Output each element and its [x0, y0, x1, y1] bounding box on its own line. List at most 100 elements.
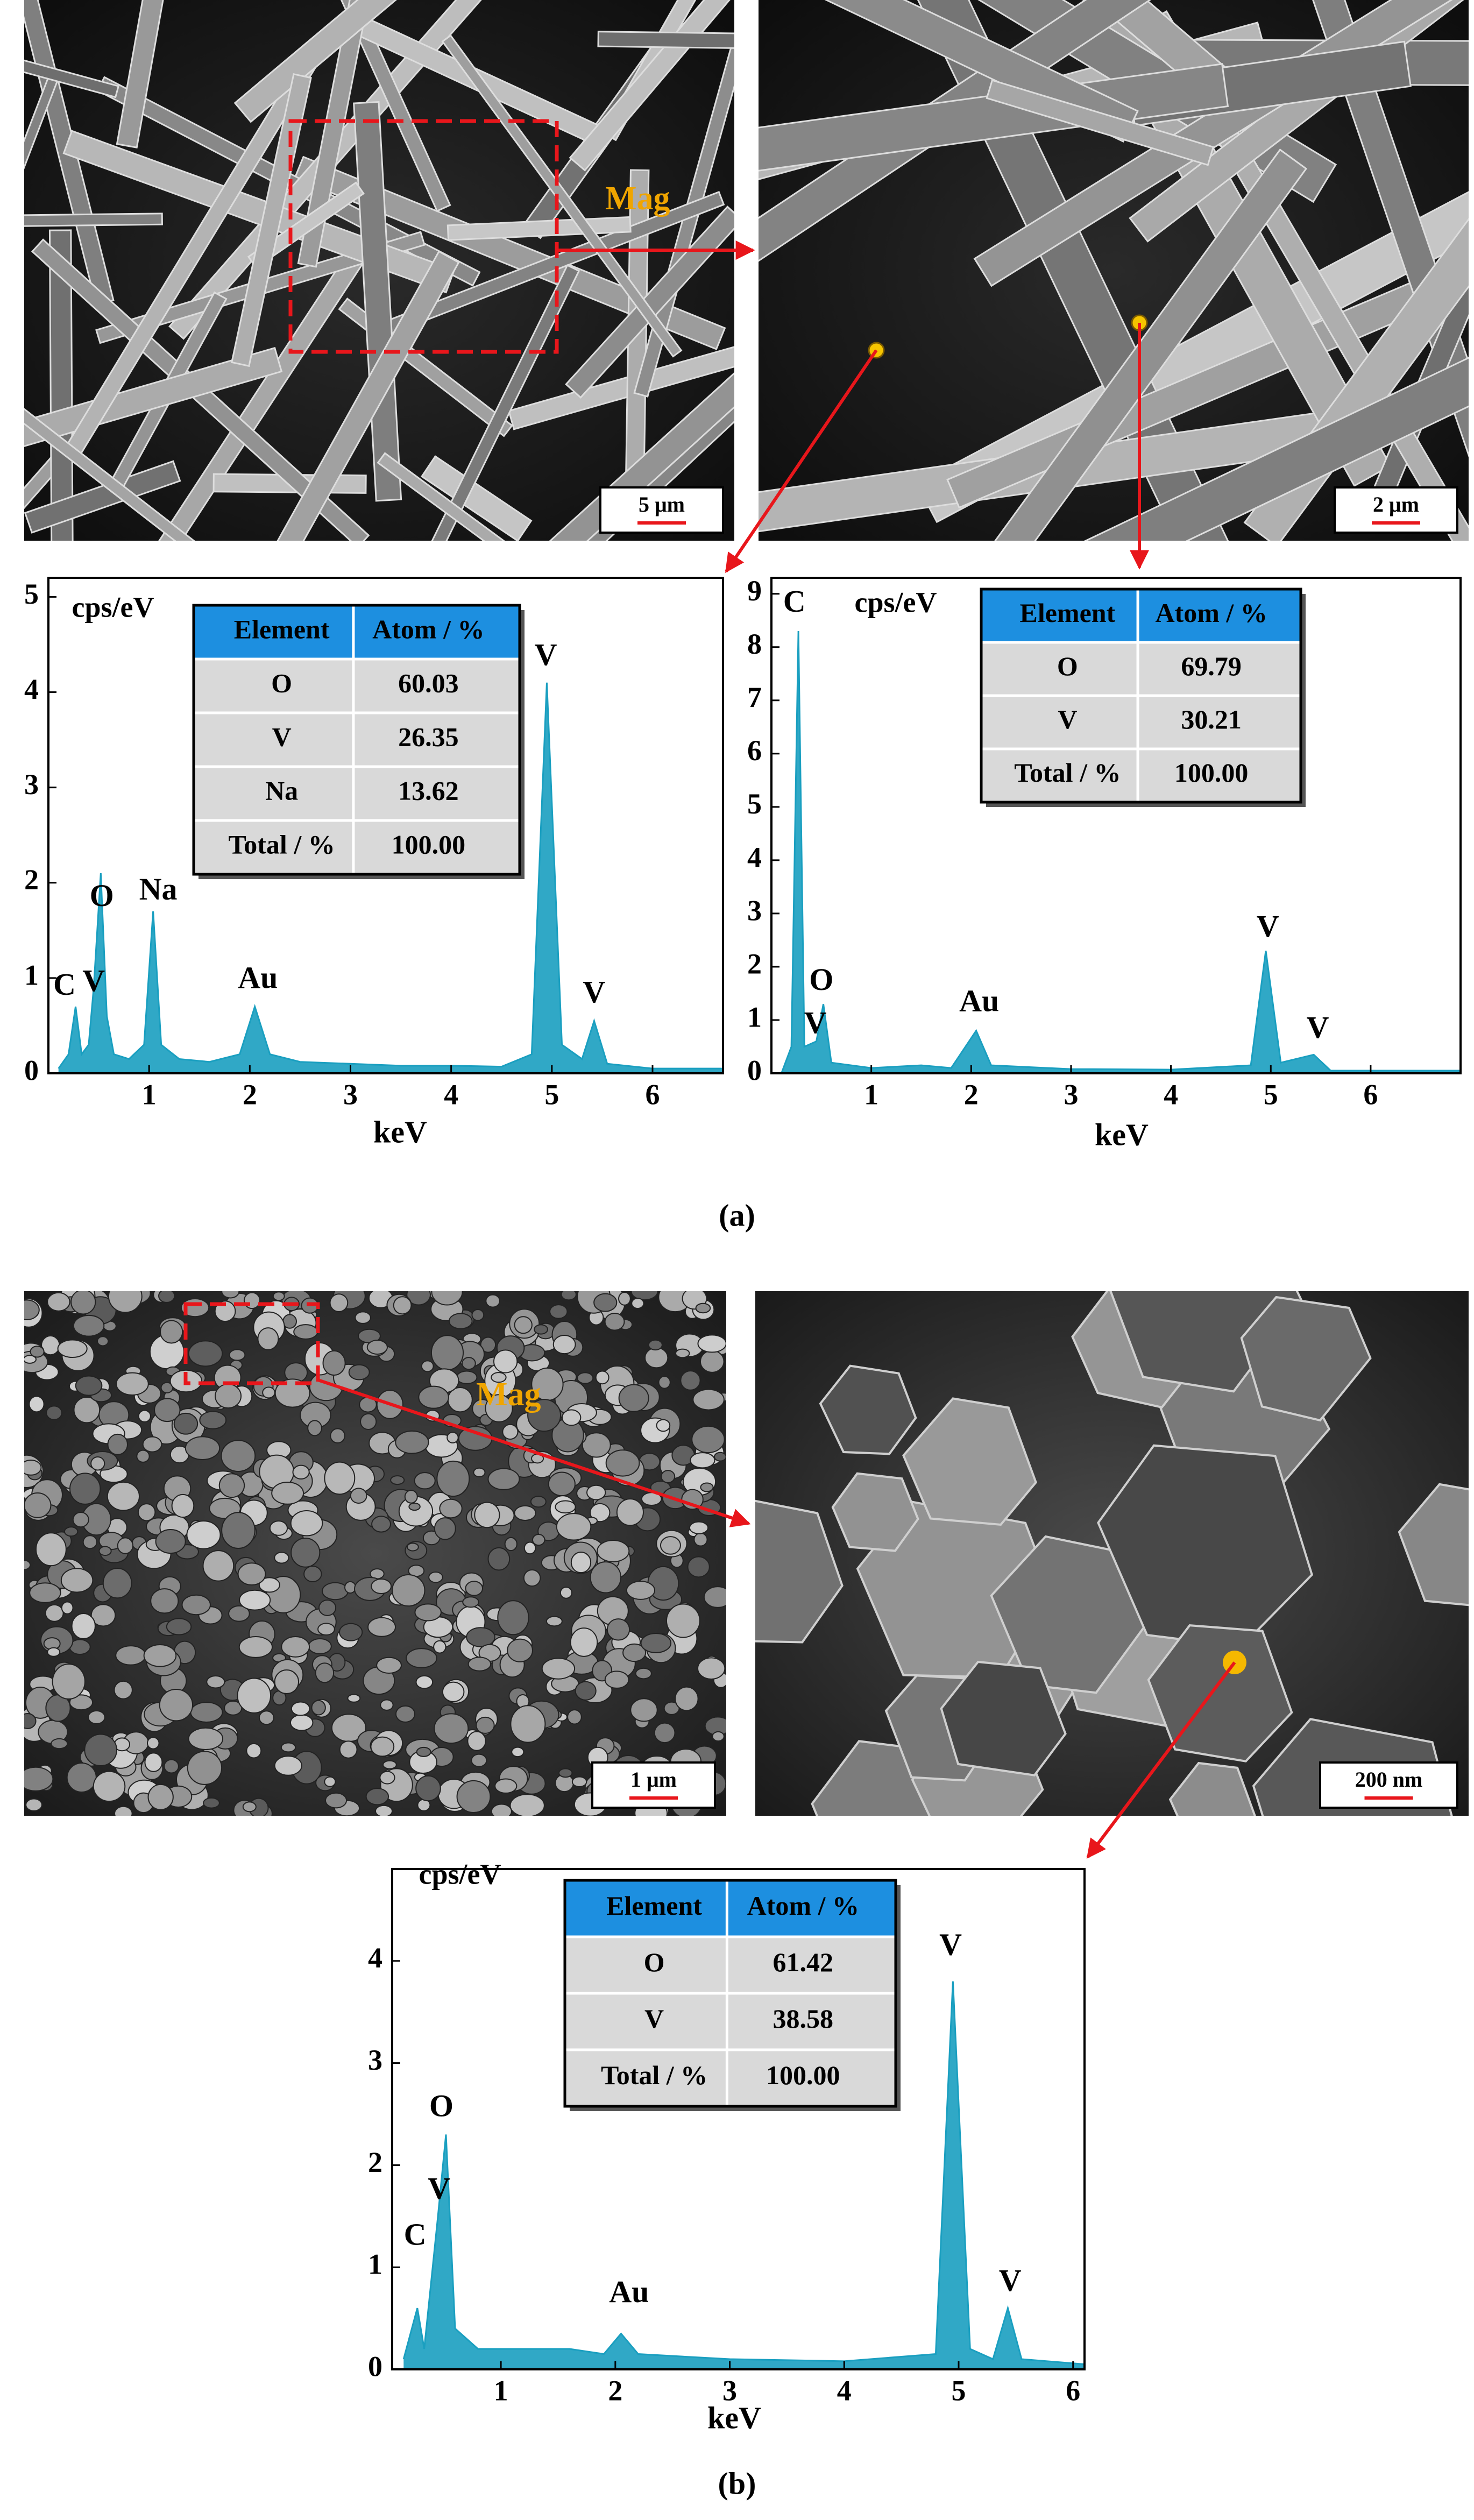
sem-texture — [318, 1599, 337, 1616]
sem-texture — [353, 101, 402, 502]
sem-texture — [606, 1618, 630, 1641]
sem-texture — [480, 1336, 497, 1353]
sem-texture — [322, 1350, 346, 1376]
table-cell: O — [271, 668, 292, 698]
sem-texture — [171, 1493, 195, 1518]
sem-texture — [272, 1291, 285, 1301]
sem-texture — [640, 1632, 672, 1653]
y-tick-label: 3 — [368, 2044, 382, 2076]
sem-texture — [24, 48, 120, 98]
sem-texture — [532, 1533, 545, 1546]
sem-texture — [75, 1375, 103, 1396]
sem-texture — [187, 1751, 223, 1785]
sem-texture — [648, 1339, 663, 1351]
sem-texture — [24, 1766, 54, 1792]
sem-texture — [29, 1396, 45, 1413]
sem-texture — [1053, 258, 1469, 541]
sem-texture — [1168, 1761, 1256, 1816]
peak-label: V — [82, 963, 105, 998]
sem-texture — [60, 1568, 94, 1593]
sem-texture — [395, 1430, 429, 1454]
mag-region — [183, 1302, 320, 1385]
peak-label: V — [804, 1005, 827, 1040]
sem-texture — [209, 250, 460, 541]
sem-texture — [228, 1605, 250, 1622]
sem-texture — [431, 1291, 463, 1306]
sem-texture — [549, 1304, 568, 1319]
sem-texture — [644, 1347, 669, 1369]
y-tick-label: 2 — [747, 947, 762, 980]
sem-texture — [436, 1460, 470, 1497]
sem-texture — [680, 1370, 701, 1391]
sem-texture — [433, 1640, 447, 1654]
x-tick-label: 6 — [645, 1078, 660, 1110]
sem-texture — [514, 1316, 533, 1334]
mag-label: Mag — [476, 1376, 541, 1413]
plot-frame — [47, 577, 724, 1074]
sem-texture — [136, 1449, 150, 1463]
sem-texture — [221, 1291, 240, 1299]
sem-texture — [274, 1552, 289, 1564]
sem-texture — [290, 1701, 310, 1716]
sem-texture — [687, 1556, 710, 1578]
sem-texture — [697, 1657, 726, 1680]
sem-texture — [986, 79, 1215, 166]
sem-texture — [308, 1638, 332, 1654]
sem-texture — [552, 1335, 576, 1355]
x-axis-label: keV — [707, 2400, 761, 2435]
sem-texture — [242, 1801, 257, 1813]
sem-texture — [199, 1411, 227, 1429]
sem-texture — [274, 1755, 302, 1776]
sem-texture — [24, 213, 163, 228]
sem-texture — [597, 31, 734, 51]
sem-texture — [114, 1806, 133, 1816]
sem-texture — [390, 1475, 405, 1485]
table-header: Element — [1020, 598, 1116, 628]
sem-texture — [24, 402, 256, 541]
sem-texture — [206, 1675, 225, 1689]
table-cell: Na — [265, 775, 298, 805]
sem-texture — [618, 1384, 649, 1412]
sem-texture — [324, 1776, 336, 1787]
peak-label: Au — [609, 2274, 649, 2309]
sem-texture — [474, 1502, 500, 1528]
sem-texture — [493, 1349, 518, 1374]
sem-texture — [24, 1299, 40, 1320]
table-cell: O — [644, 1947, 665, 1977]
sem-texture — [238, 1636, 273, 1658]
arrow — [317, 1378, 751, 1527]
table-cell: Total / % — [229, 829, 335, 859]
table-cell: 69.79 — [1181, 651, 1242, 681]
sem-texture — [690, 1452, 715, 1469]
sem-texture — [348, 1364, 370, 1381]
table-cell: 100.00 — [392, 829, 466, 859]
sem-texture — [590, 1561, 622, 1594]
overlay: Mag (a) Mag (b) — [183, 119, 1246, 2501]
sem-texture — [247, 181, 365, 269]
scale-bar-label: 5 μm — [639, 492, 685, 516]
y-tick-label: 1 — [747, 1001, 762, 1033]
sem-texture — [565, 206, 734, 399]
sem-texture — [558, 1768, 573, 1778]
sem-texture — [144, 1752, 163, 1772]
table-border — [563, 1879, 897, 2108]
table-cell: 13.62 — [398, 775, 459, 805]
sem-texture — [371, 1578, 392, 1594]
peak-label: O — [429, 2088, 453, 2123]
sem-texture — [415, 1675, 434, 1689]
sem-texture — [658, 1376, 671, 1389]
sem-texture — [25, 1798, 42, 1811]
sem-texture — [147, 1783, 174, 1810]
x-tick-label: 1 — [864, 1078, 878, 1110]
sem-texture — [569, 0, 734, 172]
sem-texture — [70, 1291, 96, 1315]
sem-texture — [414, 1603, 442, 1622]
sem-texture — [63, 1526, 79, 1537]
plot-frame — [391, 1868, 1086, 2370]
y-tick-label: 9 — [747, 575, 762, 607]
y-tick-label: 3 — [747, 894, 762, 926]
x-tick-label: 1 — [494, 2374, 508, 2406]
sem-texture — [115, 1645, 146, 1666]
